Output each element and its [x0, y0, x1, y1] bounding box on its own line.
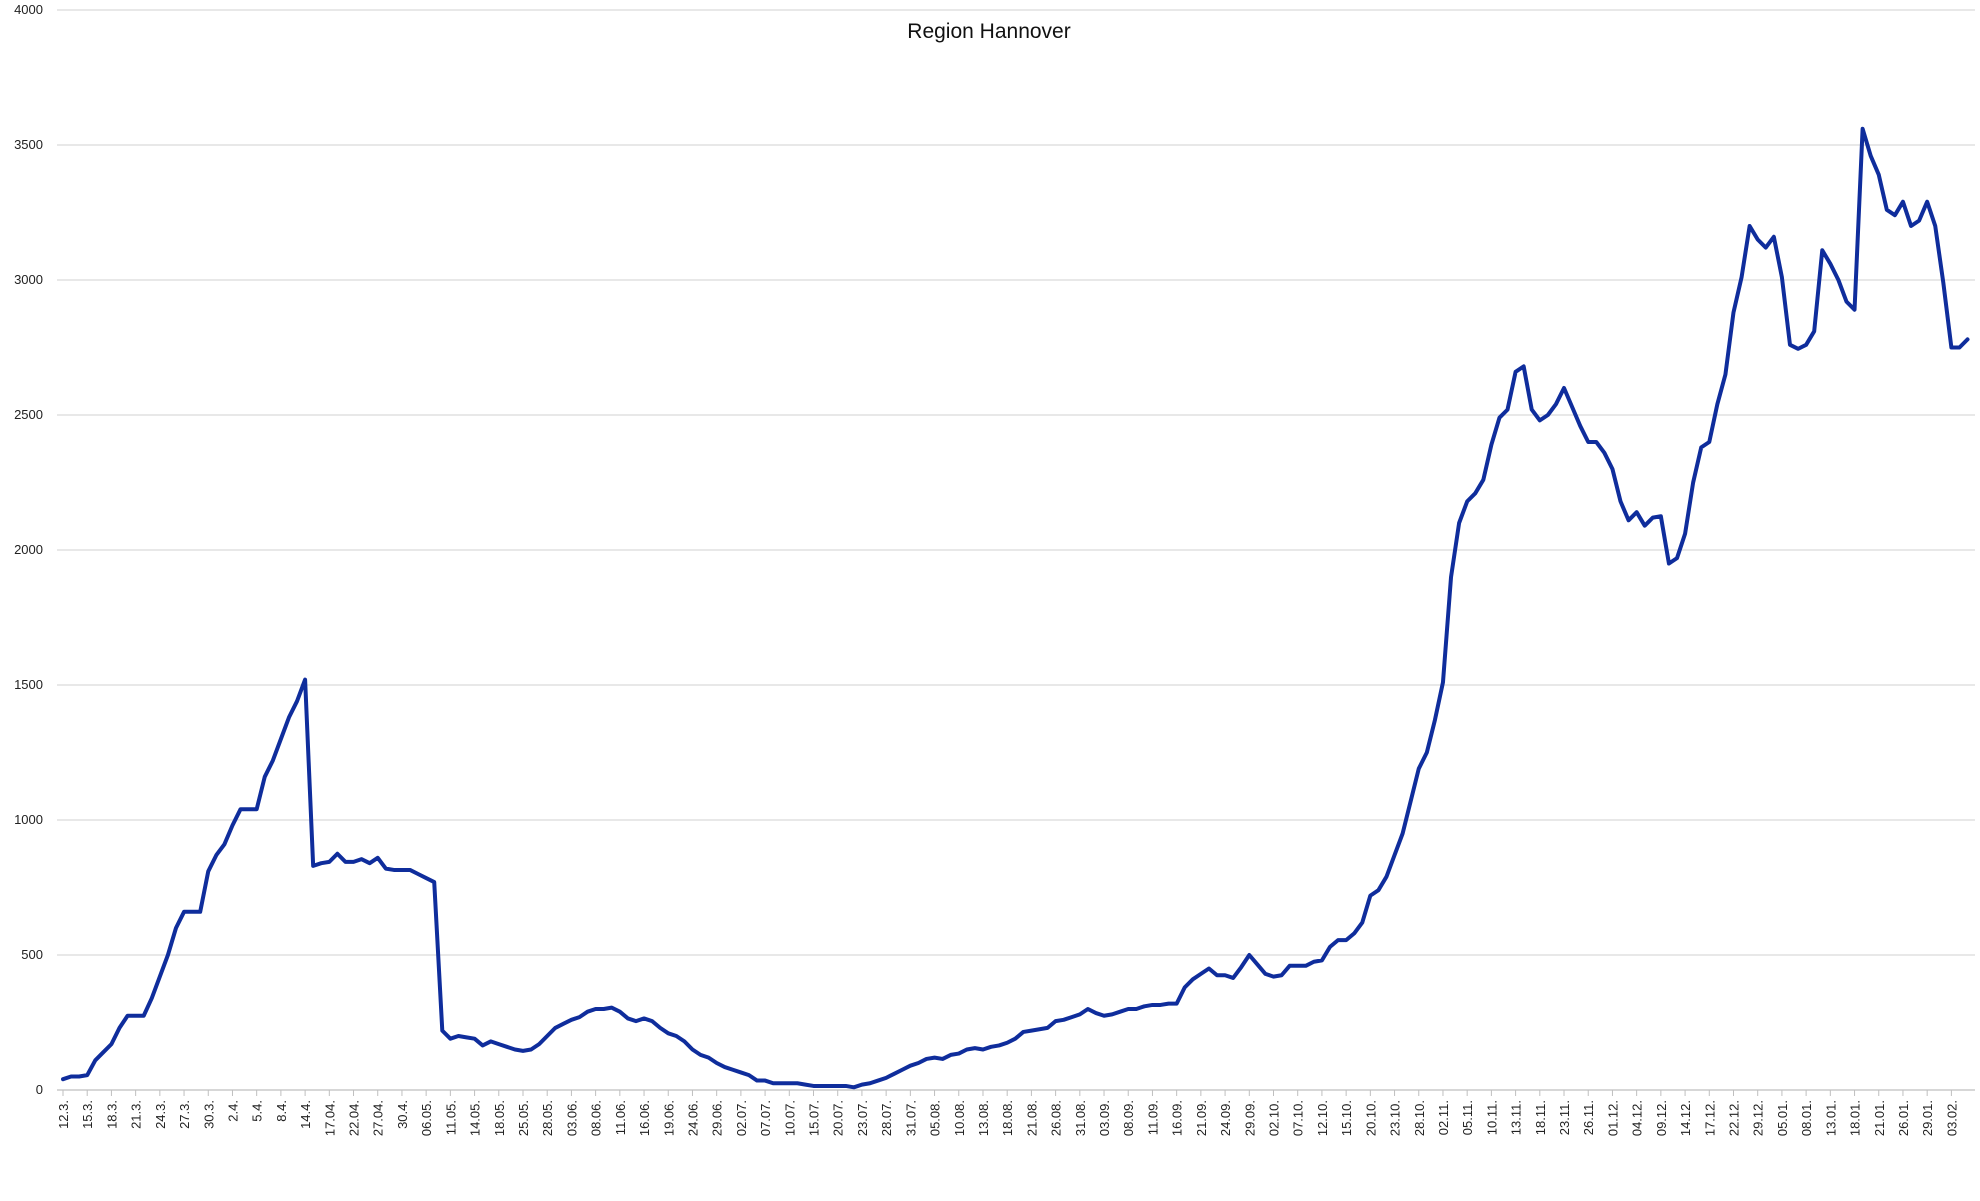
x-tick-label: 16.09.	[1170, 1100, 1185, 1136]
x-tick-label: 29.09.	[1242, 1100, 1257, 1136]
x-tick-label: 07.10.	[1291, 1100, 1306, 1136]
x-tick-label: 10.11.	[1484, 1100, 1499, 1135]
x-tick-label: 22.12.	[1726, 1100, 1741, 1136]
x-tick-label: 16.06.	[637, 1100, 652, 1136]
x-tick-label: 09.12.	[1654, 1100, 1669, 1136]
x-tick-label: 31.08.	[1073, 1100, 1088, 1136]
chart-title: Region Hannover	[907, 20, 1070, 43]
x-tick-label: 03.06.	[564, 1100, 579, 1136]
x-tick-label: 14.05.	[468, 1100, 483, 1136]
x-tick-label: 23.07.	[855, 1100, 870, 1136]
x-tick-label: 02.11.	[1436, 1100, 1451, 1135]
x-tick-label: 27.3.	[177, 1100, 192, 1129]
x-tick-label: 12.10.	[1315, 1100, 1330, 1136]
x-tick-label: 24.06.	[685, 1100, 700, 1136]
x-tick-label: 15.3.	[80, 1100, 95, 1129]
x-tick-label: 08.09.	[1121, 1100, 1136, 1136]
x-tick-label: 14.4.	[298, 1100, 313, 1129]
x-tick-label: 28.05.	[540, 1100, 555, 1136]
x-tick-label: 21.01.	[1872, 1100, 1887, 1136]
x-tick-label: 01.12.	[1605, 1100, 1620, 1136]
x-tick-label: 07.07.	[758, 1100, 773, 1136]
x-tick-label: 24.3.	[153, 1100, 168, 1129]
x-tick-label: 21.09.	[1194, 1100, 1209, 1136]
y-tick-label: 1500	[14, 677, 43, 692]
x-tick-label: 29.01.	[1920, 1100, 1935, 1136]
x-tick-label: 10.08.	[952, 1100, 967, 1136]
x-tick-label: 29.12.	[1751, 1100, 1766, 1136]
x-tick-label: 27.04.	[371, 1100, 386, 1136]
x-tick-label: 2.4.	[225, 1100, 240, 1122]
x-tick-label: 25.05.	[516, 1100, 531, 1136]
x-tick-label: 08.01.	[1799, 1100, 1814, 1136]
x-tick-label: 30.4.	[395, 1100, 410, 1129]
x-tick-label: 03.02.	[1944, 1100, 1959, 1136]
x-tick-label: 05.08.	[928, 1100, 943, 1136]
x-tick-label: 05.11.	[1460, 1100, 1475, 1135]
x-tick-label: 06.05.	[419, 1100, 434, 1136]
x-tick-label: 8.4.	[274, 1100, 289, 1122]
y-tick-label: 2000	[14, 542, 43, 557]
x-tick-label: 31.07.	[903, 1100, 918, 1136]
x-tick-label: 26.11.	[1581, 1100, 1596, 1135]
x-tick-label: 5.4.	[250, 1100, 265, 1122]
x-tick-label: 20.07.	[831, 1100, 846, 1136]
x-tick-label: 02.10.	[1267, 1100, 1282, 1136]
y-tick-label: 1000	[14, 812, 43, 827]
x-tick-label: 11.05.	[443, 1100, 458, 1135]
x-tick-label: 24.09.	[1218, 1100, 1233, 1136]
x-tick-label: 17.12.	[1702, 1100, 1717, 1136]
x-tick-label: 17.04.	[322, 1100, 337, 1136]
x-tick-label: 12.3.	[56, 1100, 71, 1129]
y-tick-label: 4000	[14, 2, 43, 17]
x-tick-label: 18.11.	[1533, 1100, 1548, 1135]
x-tick-label: 11.06.	[613, 1100, 628, 1135]
x-tick-label: 26.08.	[1049, 1100, 1064, 1136]
x-tick-label: 21.08.	[1024, 1100, 1039, 1136]
x-tick-label: 18.01.	[1848, 1100, 1863, 1136]
x-tick-label: 11.09.	[1145, 1100, 1160, 1135]
x-tick-label: 26.01.	[1896, 1100, 1911, 1136]
x-tick-label: 15.07.	[807, 1100, 822, 1136]
y-tick-label: 0	[36, 1082, 43, 1097]
x-tick-label: 30.3.	[201, 1100, 216, 1129]
x-tick-label: 18.3.	[104, 1100, 119, 1129]
x-tick-label: 28.10.	[1412, 1100, 1427, 1136]
x-tick-label: 15.10.	[1339, 1100, 1354, 1136]
x-tick-label: 20.10.	[1363, 1100, 1378, 1136]
x-tick-label: 04.12.	[1630, 1100, 1645, 1136]
x-tick-label: 21.3.	[129, 1100, 144, 1129]
x-tick-label: 13.11.	[1509, 1100, 1524, 1135]
x-tick-label: 18.05.	[492, 1100, 507, 1136]
x-tick-label: 23.11.	[1557, 1100, 1572, 1135]
x-tick-label: 08.06.	[589, 1100, 604, 1136]
x-tick-label: 10.07.	[782, 1100, 797, 1136]
x-tick-label: 19.06.	[661, 1100, 676, 1136]
x-tick-label: 13.08.	[976, 1100, 991, 1136]
x-tick-label: 29.06.	[710, 1100, 725, 1136]
x-tick-label: 03.09.	[1097, 1100, 1112, 1136]
y-tick-label: 3000	[14, 272, 43, 287]
x-tick-label: 05.01.	[1775, 1100, 1790, 1136]
x-tick-label: 22.04.	[347, 1100, 362, 1136]
x-tick-label: 13.01.	[1823, 1100, 1838, 1136]
data-line	[61, 126, 1970, 1090]
x-tick-label: 28.07.	[879, 1100, 894, 1136]
y-tick-label: 2500	[14, 407, 43, 422]
y-tick-label: 3500	[14, 137, 43, 152]
x-tick-label: 02.07.	[734, 1100, 749, 1136]
x-tick-label: 14.12.	[1678, 1100, 1693, 1136]
y-tick-label: 500	[21, 947, 43, 962]
x-tick-label: 18.08.	[1000, 1100, 1015, 1136]
x-tick-label: 23.10.	[1388, 1100, 1403, 1136]
